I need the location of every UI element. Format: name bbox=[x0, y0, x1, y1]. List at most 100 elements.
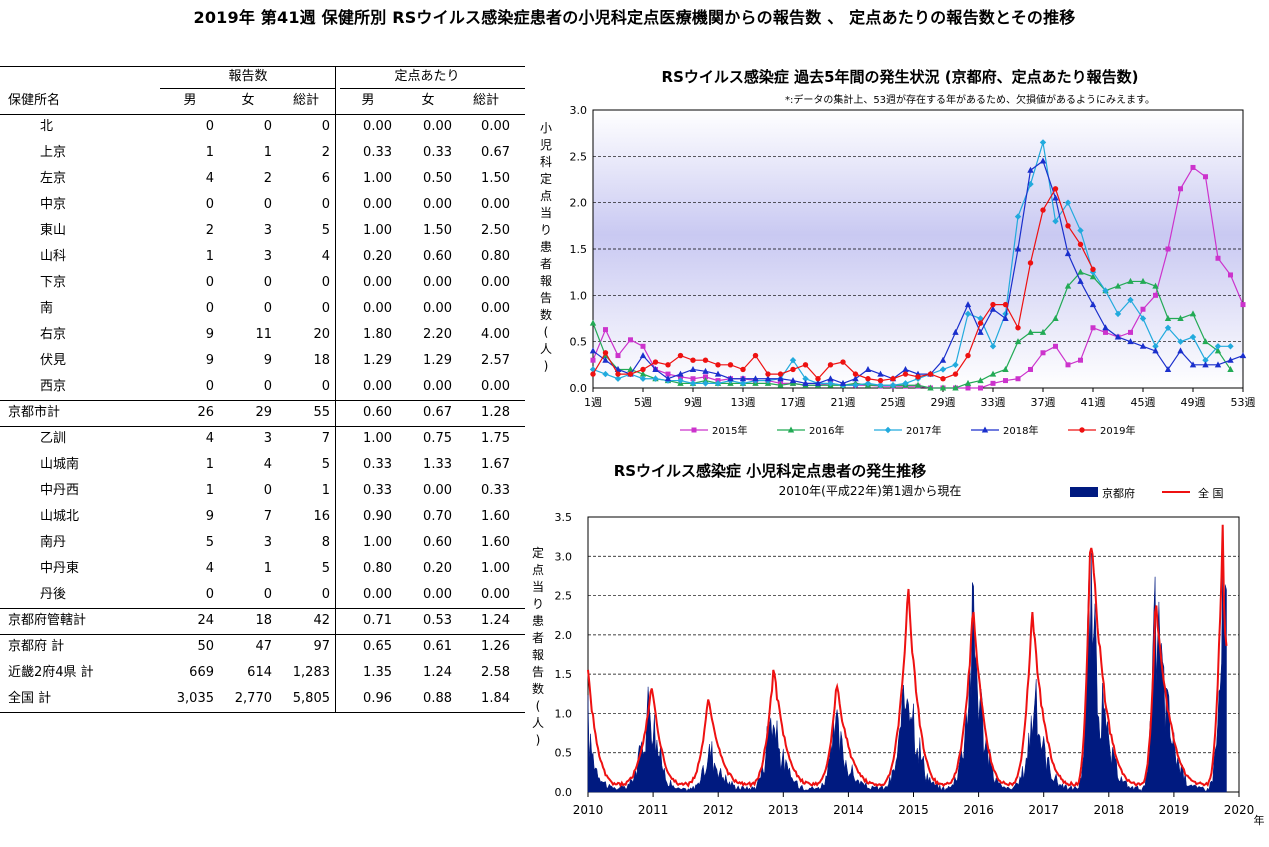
legend-label: 2015年 bbox=[712, 424, 747, 437]
row-name: 全国 計 bbox=[8, 691, 52, 706]
table-cell: 1.00 bbox=[363, 535, 392, 550]
data-point bbox=[864, 365, 872, 372]
legend-marker bbox=[1079, 427, 1085, 433]
table-row: 中京 0 0 0 0.00 0.00 0.00 bbox=[0, 192, 525, 218]
data-point bbox=[590, 357, 596, 363]
y-tick-label: 3.0 bbox=[555, 550, 573, 563]
data-point bbox=[989, 343, 997, 350]
table-cell: 0 bbox=[263, 275, 272, 290]
data-point bbox=[740, 366, 746, 373]
table-cell: 0.00 bbox=[363, 197, 392, 212]
table-cell: 9 bbox=[205, 353, 214, 368]
data-point bbox=[1002, 315, 1009, 321]
table-row: 伏見 9 9 18 1.29 1.29 2.57 bbox=[0, 348, 525, 374]
table-cell: 0.50 bbox=[423, 171, 452, 186]
table-cell: 0 bbox=[205, 119, 214, 134]
data-point bbox=[677, 352, 684, 359]
data-point bbox=[939, 356, 947, 363]
table-cell: 1.84 bbox=[481, 691, 510, 706]
data-point bbox=[1164, 365, 1172, 372]
table-row: 山城北 9 7 16 0.90 0.70 1.60 bbox=[0, 504, 525, 530]
column-header-count-female: 女 bbox=[241, 93, 255, 108]
table-cell: 0.33 bbox=[481, 483, 510, 498]
x-tick-label: 41週 bbox=[1081, 396, 1106, 409]
data-point bbox=[1139, 315, 1147, 322]
data-point bbox=[1002, 365, 1009, 372]
table-cell: 0.00 bbox=[481, 197, 510, 212]
legend-label: 2016年 bbox=[809, 424, 844, 437]
data-point bbox=[777, 381, 784, 388]
table-cell: 1.60 bbox=[481, 535, 510, 550]
series-line-2017年 bbox=[592, 142, 1231, 386]
row-name: 山科 bbox=[40, 249, 67, 264]
data-point bbox=[939, 384, 947, 391]
data-point bbox=[1103, 329, 1108, 335]
data-point bbox=[640, 343, 646, 349]
data-point bbox=[1178, 186, 1183, 192]
data-point bbox=[1064, 250, 1072, 257]
data-point bbox=[1214, 343, 1222, 350]
table-cell: 6 bbox=[321, 171, 330, 186]
table-cell: 0.70 bbox=[423, 509, 452, 524]
data-point bbox=[1052, 186, 1059, 192]
table-cell: 0.00 bbox=[423, 197, 452, 212]
data-point bbox=[1039, 139, 1047, 146]
series-line-2016年 bbox=[592, 271, 1231, 389]
table-cell: 4 bbox=[205, 171, 214, 186]
legend-label: 2017年 bbox=[906, 424, 941, 437]
table-cell: 1 bbox=[263, 145, 272, 160]
data-point bbox=[1028, 366, 1033, 372]
chart-note: *:データの集計上、53週が存在する年があるため、欠損値があるようにみえます。 bbox=[785, 93, 1155, 106]
data-point bbox=[1078, 357, 1083, 363]
table-cell: 0.60 bbox=[423, 535, 452, 550]
x-tick-label: 2011 bbox=[638, 803, 669, 817]
table-cell: 0.88 bbox=[423, 691, 452, 706]
table-rule bbox=[160, 88, 335, 89]
data-point bbox=[639, 370, 647, 377]
table-cell: 1.50 bbox=[423, 223, 452, 238]
table-row: 南丹 5 3 8 1.00 0.60 1.60 bbox=[0, 530, 525, 556]
table-cell: 1.00 bbox=[363, 431, 392, 446]
table-cell: 0 bbox=[205, 301, 214, 316]
data-point bbox=[1214, 361, 1222, 368]
y-axis-label-char: 数 bbox=[532, 681, 544, 696]
x-tick-label: 2020 bbox=[1224, 803, 1255, 817]
table-cell: 4 bbox=[205, 561, 214, 576]
data-point bbox=[1240, 302, 1246, 308]
y-tick-label: 2.5 bbox=[555, 590, 573, 603]
legend-marker bbox=[691, 427, 697, 433]
table-cell: 1.35 bbox=[363, 665, 392, 680]
row-name: 乙訓 bbox=[40, 431, 67, 446]
row-name: 京都府管轄計 bbox=[8, 613, 87, 628]
table-row: 乙訓 4 3 7 1.00 0.75 1.75 bbox=[0, 426, 525, 452]
table-cell: 0.00 bbox=[423, 119, 452, 134]
y-axis-label-char: り bbox=[532, 597, 544, 611]
data-point bbox=[652, 359, 659, 365]
data-point bbox=[964, 310, 972, 318]
table-cell: 0.67 bbox=[423, 405, 452, 420]
y-tick-label: 0.5 bbox=[555, 747, 573, 760]
x-tick-label: 2016 bbox=[963, 803, 994, 817]
data-point bbox=[1014, 245, 1022, 252]
data-point bbox=[1114, 310, 1122, 318]
data-point bbox=[727, 375, 734, 382]
table-cell: 0 bbox=[205, 275, 214, 290]
table-cell: 2,770 bbox=[234, 691, 272, 706]
data-point bbox=[690, 357, 696, 363]
table-cell: 1.26 bbox=[481, 639, 510, 654]
data-point bbox=[1114, 282, 1122, 289]
data-point bbox=[739, 375, 747, 382]
table-cell: 1 bbox=[205, 145, 214, 160]
table-row: 南 0 0 0 0.00 0.00 0.00 bbox=[0, 296, 525, 322]
data-point bbox=[1140, 306, 1146, 312]
data-point bbox=[589, 319, 597, 326]
x-tick-label: 33週 bbox=[981, 396, 1006, 409]
data-point bbox=[1127, 277, 1134, 284]
y-axis-label-char: 点 bbox=[532, 563, 544, 577]
data-point bbox=[652, 365, 659, 372]
table-cell: 5,805 bbox=[292, 691, 330, 706]
table-cell: 0.90 bbox=[363, 509, 392, 524]
data-point bbox=[802, 362, 809, 368]
data-point bbox=[789, 377, 797, 384]
column-header-rate-female: 女 bbox=[421, 93, 435, 108]
